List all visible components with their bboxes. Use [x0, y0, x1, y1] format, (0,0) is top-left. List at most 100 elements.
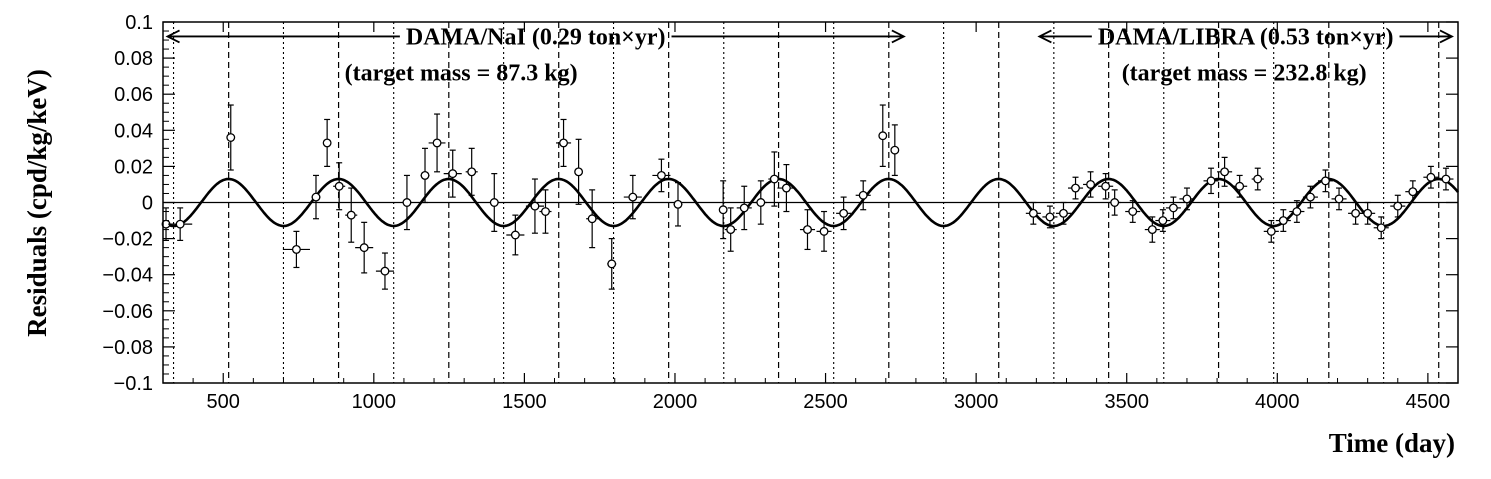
point-marker — [1253, 174, 1263, 184]
point-marker — [1266, 226, 1276, 236]
point-marker — [628, 192, 638, 202]
point-marker — [1235, 181, 1245, 191]
point-marker — [1220, 167, 1230, 177]
data-point — [1217, 156, 1233, 187]
data-point — [428, 113, 446, 173]
dama-libra-label-text: DAMA/LIBRA (0.53 ton×yr) — [1098, 24, 1394, 50]
point-marker — [1376, 223, 1386, 233]
point-marker — [607, 259, 617, 269]
point-marker — [510, 230, 520, 240]
data-point — [506, 214, 525, 256]
point-marker — [1182, 194, 1192, 204]
y-tick-label: 0.1 — [125, 12, 153, 34]
point-marker — [1305, 192, 1315, 202]
point-marker — [432, 138, 442, 148]
data-point — [1098, 173, 1114, 200]
dama-libra-label: DAMA/LIBRA (0.53 ton×yr) — [1037, 24, 1454, 50]
data-point — [1360, 201, 1376, 225]
data-point — [652, 158, 671, 193]
data-point — [1144, 216, 1160, 243]
point-marker — [1028, 208, 1038, 218]
data-point — [1373, 216, 1389, 240]
data-point — [345, 187, 358, 243]
data-point — [1405, 180, 1421, 204]
data-point — [799, 209, 816, 251]
data-point — [836, 196, 852, 231]
data-point — [333, 162, 346, 211]
data-point — [736, 185, 752, 231]
point-marker — [1408, 187, 1418, 197]
point-marker — [1045, 212, 1055, 222]
point-marker — [718, 205, 728, 215]
x-axis-title: Time (day) — [1329, 428, 1455, 458]
arrowhead-left — [1037, 29, 1052, 44]
data-point — [443, 149, 462, 198]
data-point — [1331, 187, 1347, 211]
y-tick-label: 0 — [142, 193, 153, 215]
data-point — [1108, 189, 1121, 216]
data-point — [282, 230, 310, 269]
dama-libra-mass-label: (target mass = 232.8 kg) — [1122, 61, 1367, 87]
data-point — [1251, 167, 1264, 191]
axis-ticks: 500 1000 1500 2000 2500 3000 3500 4000 4500 −0.1 −… — [102, 12, 1459, 413]
x-tick-label: 4000 — [1255, 391, 1300, 413]
point-marker — [359, 243, 369, 253]
point-marker — [1071, 183, 1080, 193]
x-tick-label: 3500 — [1104, 391, 1149, 413]
point-marker — [1101, 181, 1111, 191]
arrowhead-right — [1439, 29, 1454, 44]
data-point — [777, 163, 796, 213]
data-point — [673, 182, 683, 227]
dama-nai-mass-label: (target mass = 87.3 kg) — [345, 61, 578, 87]
point-marker — [420, 170, 430, 180]
data-point — [1179, 187, 1195, 211]
point-marker — [1393, 201, 1403, 211]
data-point — [539, 189, 552, 234]
point-marker — [175, 219, 185, 229]
data-point — [1067, 176, 1084, 200]
data-point — [1203, 167, 1219, 195]
data-point — [1042, 205, 1058, 229]
point-marker — [739, 203, 749, 213]
point-marker — [803, 225, 812, 235]
data-point — [1232, 174, 1248, 198]
data-point — [1348, 201, 1364, 225]
point-marker — [322, 138, 332, 148]
x-tick-label: 500 — [207, 391, 240, 413]
data-point — [768, 151, 781, 207]
point-marker — [839, 208, 849, 218]
point-marker — [1059, 208, 1068, 218]
point-marker — [291, 244, 301, 254]
point-marker — [226, 133, 236, 142]
point-marker — [1426, 172, 1436, 182]
point-marker — [334, 181, 344, 191]
x-tick-label: 2000 — [653, 391, 698, 413]
data-point — [1055, 201, 1072, 225]
point-marker — [448, 169, 458, 179]
annotations: DAMA/NaI (0.29 ton×yr) (target mass = 87.… — [165, 24, 1454, 87]
point-marker — [726, 225, 736, 235]
y-tick-label: −0.06 — [102, 301, 153, 323]
point-marker — [467, 167, 477, 177]
data-point — [355, 221, 374, 274]
data-point — [1083, 171, 1099, 198]
data-point — [718, 180, 728, 240]
y-tick-label: 0.08 — [114, 48, 153, 70]
dama-nai-label: DAMA/NaI (0.29 ton×yr) — [165, 24, 906, 50]
point-marker — [890, 145, 900, 155]
dama-nai-label-text: DAMA/NaI (0.29 ton×yr) — [406, 24, 666, 50]
data-point — [586, 189, 599, 249]
point-marker — [673, 199, 683, 209]
y-tick-label: 0.04 — [114, 120, 153, 142]
point-marker — [769, 174, 779, 184]
data-point — [574, 138, 584, 205]
data-point — [754, 180, 767, 225]
data-point — [1289, 200, 1305, 223]
data-point — [1125, 200, 1141, 223]
data-point — [226, 104, 236, 171]
point-marker — [346, 210, 356, 220]
y-tick-label: −0.04 — [102, 265, 153, 287]
data-point — [1317, 169, 1334, 193]
data-point — [420, 147, 430, 204]
point-marker — [781, 183, 791, 193]
